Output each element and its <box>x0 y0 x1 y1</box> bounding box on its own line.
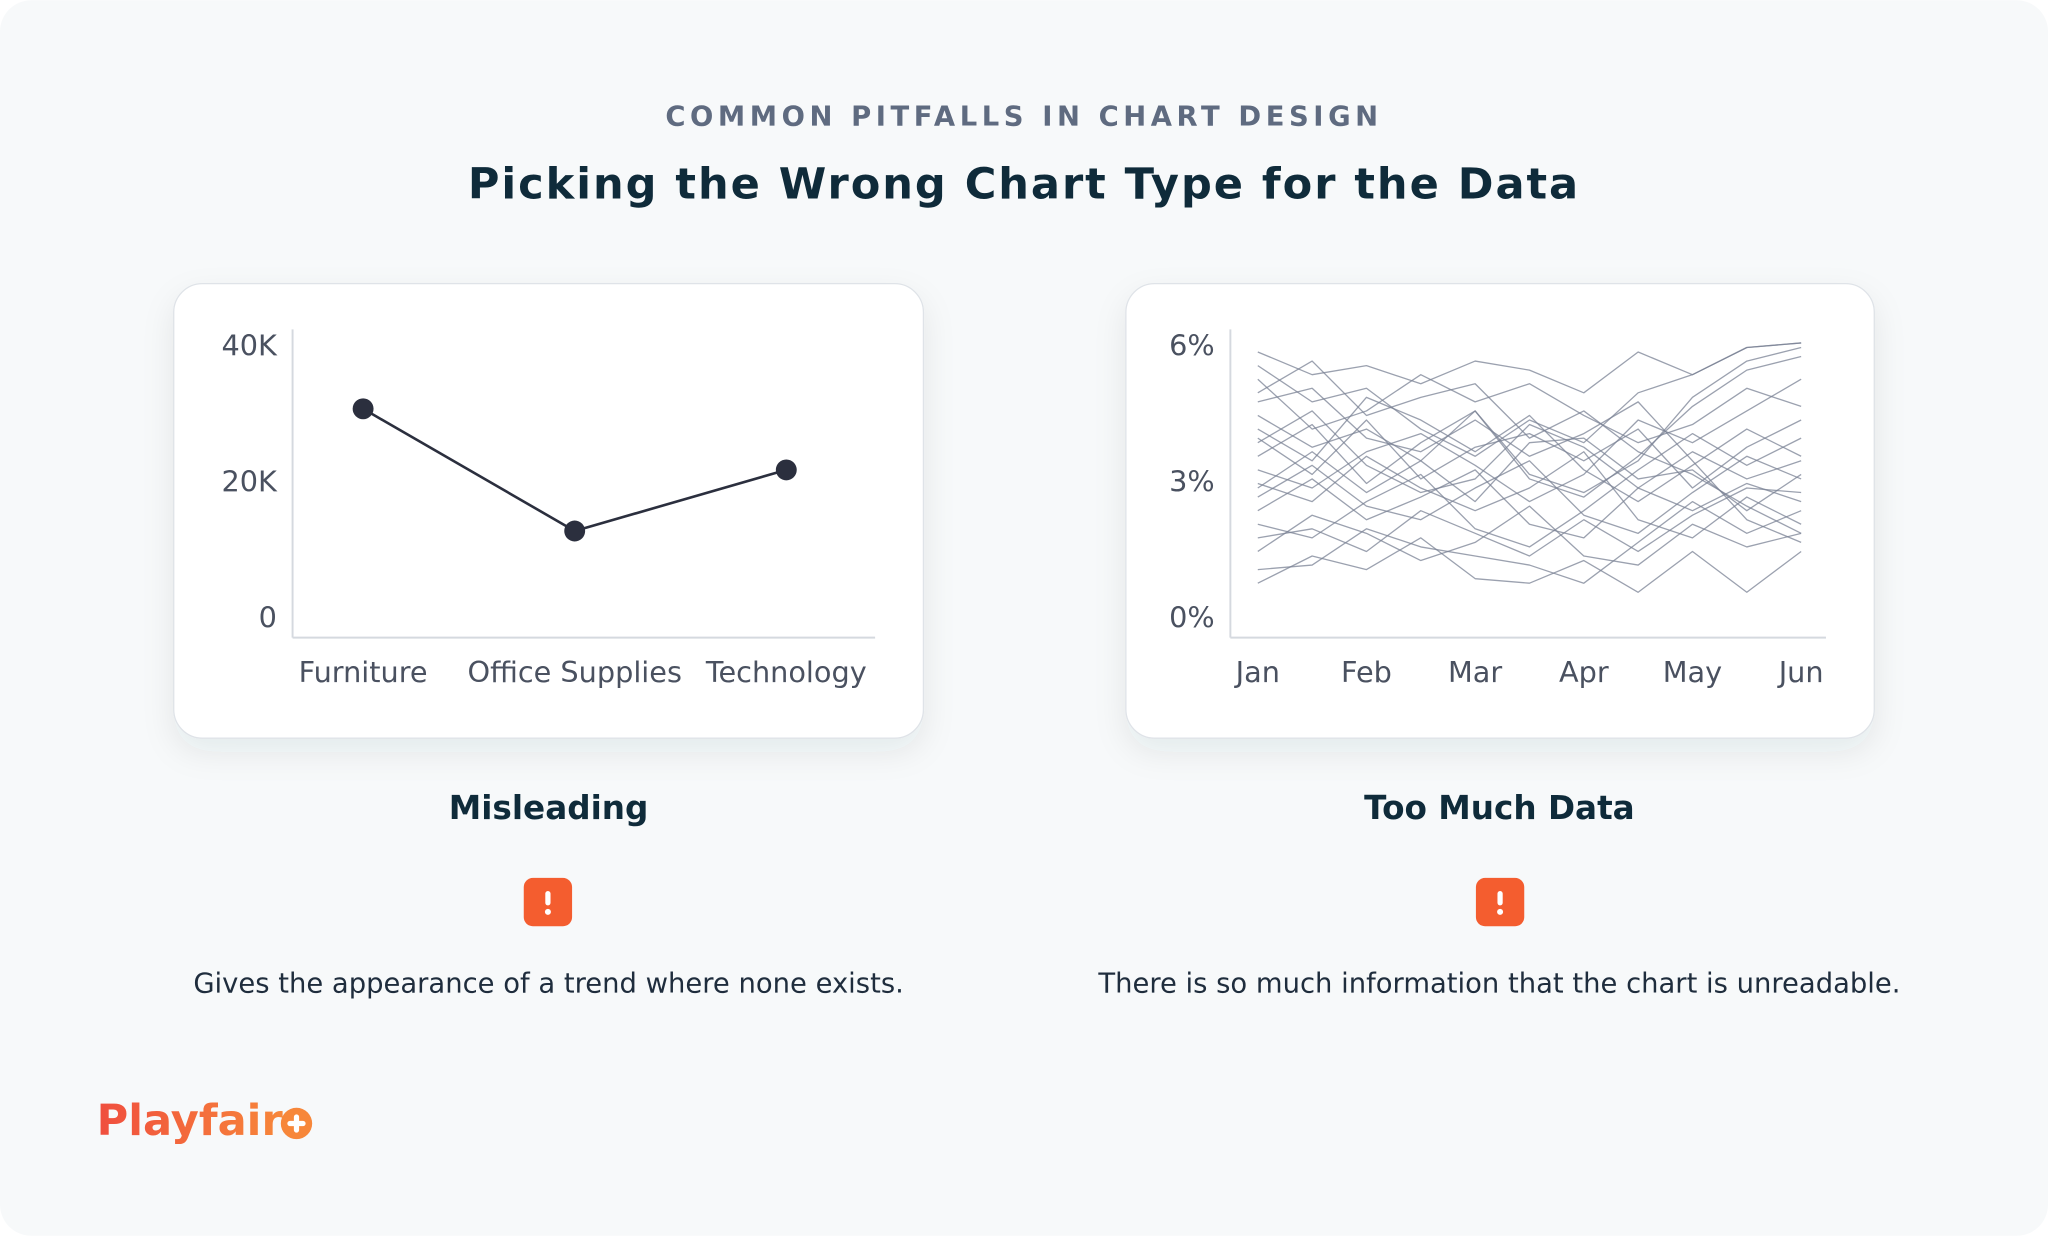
warning-icon <box>523 877 573 927</box>
warning-icon <box>1475 877 1525 927</box>
card-description: There is so much information that the ch… <box>1097 969 1900 1000</box>
line <box>1257 537 1802 593</box>
brand-logo: Playfair <box>97 1096 284 1146</box>
x-tick-label: Office Supplies <box>467 655 681 689</box>
kicker: COMMON PITFALLS IN CHART DESIGN <box>665 101 1382 132</box>
y-tick-label: 40K <box>222 329 279 363</box>
card <box>1125 282 1875 739</box>
x-tick-label: Mar <box>1448 655 1502 689</box>
line <box>1257 437 1802 512</box>
point <box>564 520 586 542</box>
line <box>1257 346 1802 494</box>
card-title: Too Much Data <box>1364 789 1635 827</box>
x-tick-label: Furniture <box>299 655 428 689</box>
line <box>1257 410 1802 512</box>
line <box>1257 487 1802 557</box>
point <box>775 459 797 481</box>
line <box>1257 360 1802 534</box>
card <box>173 282 925 739</box>
card-description: Gives the appearance of a trend where no… <box>193 969 904 1000</box>
y-tick-label: 0 <box>259 600 277 634</box>
y-tick-label: 3% <box>1169 464 1215 498</box>
line <box>1257 451 1802 539</box>
y-tick-label: 20K <box>222 464 279 498</box>
line <box>1257 419 1802 489</box>
line <box>1257 355 1802 498</box>
brand-plus-icon <box>280 1107 313 1140</box>
x-tick-label: Technology <box>705 655 867 689</box>
line <box>1257 500 1802 584</box>
x-tick-label: Feb <box>1341 655 1392 689</box>
line <box>1257 387 1802 544</box>
line <box>1257 451 1802 539</box>
line <box>1257 432 1802 548</box>
y-tick-label: 0% <box>1169 600 1215 634</box>
x-tick-label: Jan <box>1234 655 1280 689</box>
line <box>1257 396 1802 503</box>
point <box>352 398 374 420</box>
x-tick-label: Apr <box>1559 655 1609 689</box>
x-tick-label: May <box>1663 655 1722 689</box>
line <box>1257 505 1802 566</box>
y-tick-label: 6% <box>1169 328 1215 362</box>
x-tick-label: Jun <box>1777 655 1824 689</box>
title: Picking the Wrong Chart Type for the Dat… <box>468 159 1580 209</box>
line <box>1257 342 1802 394</box>
line <box>1257 374 1802 444</box>
card-title: Misleading <box>449 789 649 827</box>
